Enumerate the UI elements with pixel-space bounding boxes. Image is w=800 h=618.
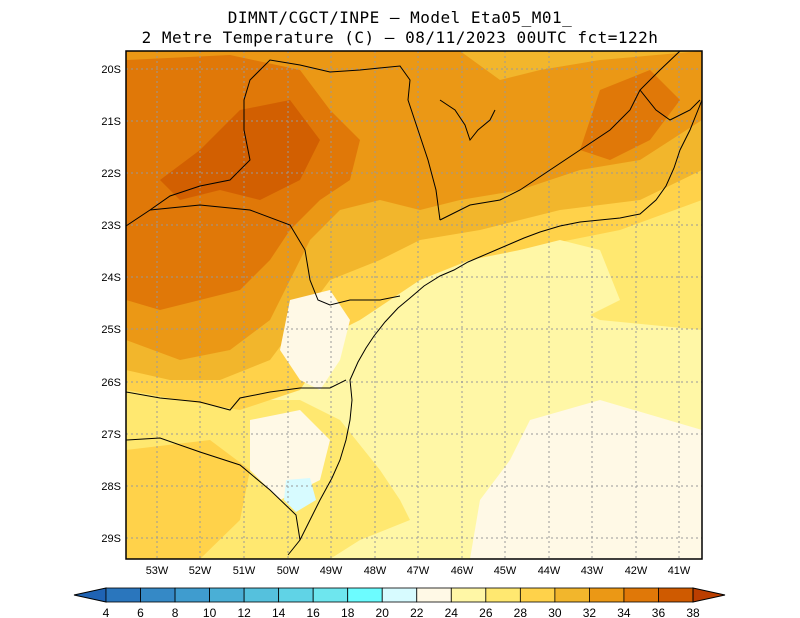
colorbar-label: 32 xyxy=(583,606,597,618)
colorbar-swatch xyxy=(450,587,487,603)
colorbar-swatch xyxy=(105,587,141,603)
field-hot-36 xyxy=(160,100,320,200)
colorbar-label: 18 xyxy=(341,606,355,618)
lat-label: 22S xyxy=(101,168,121,180)
colorbar-swatch xyxy=(519,587,556,603)
lon-label: 46W xyxy=(451,565,474,577)
colorbar-swatch xyxy=(416,587,452,603)
colorbar-swatch xyxy=(174,587,210,603)
lon-label: 48W xyxy=(364,565,387,577)
colorbar-swatch xyxy=(278,587,314,603)
colorbar-label: 36 xyxy=(652,606,666,618)
lon-label: 44W xyxy=(538,565,561,577)
grid xyxy=(126,51,702,559)
lat-label: 21S xyxy=(101,116,121,128)
lon-label: 47W xyxy=(407,565,430,577)
lat-label: 29S xyxy=(101,533,121,545)
lon-labels: 53W 52W 51W 50W 49W 48W 47W 46W 45W 44W … xyxy=(146,565,691,577)
colorbar-swatch xyxy=(658,587,694,603)
colorbar-label: 24 xyxy=(445,606,459,618)
colorbar-label: 8 xyxy=(172,606,179,618)
map-title-line2: 2 Metre Temperature (C) – 08/11/2023 00U… xyxy=(141,28,659,47)
colorbar-arrow-low xyxy=(73,587,107,603)
lat-label: 20S xyxy=(101,64,121,76)
colorbar-label: 38 xyxy=(686,606,700,618)
colorbar-label: 4 xyxy=(103,606,110,618)
lat-label: 24S xyxy=(101,272,121,284)
field-ocean-cool xyxy=(470,400,702,559)
colorbar: 4 6 8 10 12 14 16 18 20 22 24 26 28 30 32 34 36 38 xyxy=(73,587,726,618)
lon-label: 43W xyxy=(581,565,604,577)
map-frame xyxy=(125,50,703,560)
colorbar-arrow-high xyxy=(692,587,726,603)
lon-label: 51W xyxy=(233,565,256,577)
colorbar-label: 26 xyxy=(479,606,493,618)
temperature-field xyxy=(126,51,702,559)
border-mg-rj xyxy=(439,51,681,221)
lat-labels: 20S 21S 22S 23S 24S 25S 26S 27S 28S 29S xyxy=(101,64,121,545)
colorbar-label: 22 xyxy=(410,606,424,618)
lat-label: 27S xyxy=(101,429,121,441)
coastline-borders xyxy=(126,51,702,556)
colorbar-label: 6 xyxy=(137,606,144,618)
lon-label: 53W xyxy=(146,565,169,577)
lat-label: 23S xyxy=(101,220,121,232)
border-sc xyxy=(126,379,347,411)
border-rs xyxy=(126,437,301,541)
map-title-line1: DIMNT/CGCT/INPE – Model Eta05_M01_ xyxy=(227,8,573,27)
field-south-28 xyxy=(126,440,250,559)
lon-label: 42W xyxy=(625,565,648,577)
field-highland-cool-south xyxy=(250,410,330,500)
colorbar-swatch xyxy=(589,587,625,603)
field-highland-cool xyxy=(280,290,350,390)
colorbar-label: 14 xyxy=(272,606,286,618)
colorbar-label: 34 xyxy=(617,606,631,618)
field-coast-24 xyxy=(360,240,620,460)
coastline xyxy=(287,99,702,556)
colorbar-label: 30 xyxy=(548,606,562,618)
colorbar-swatch xyxy=(243,587,280,603)
colorbar-label: 16 xyxy=(306,606,320,618)
border-mg-es xyxy=(639,89,701,121)
colorbar-swatch xyxy=(554,587,590,603)
river-lakes xyxy=(439,99,496,142)
field-hot-34-east xyxy=(580,70,680,160)
border-pr xyxy=(149,204,401,306)
colorbar-swatch xyxy=(209,587,245,603)
lon-label: 41W xyxy=(668,565,691,577)
colorbar-label: 10 xyxy=(203,606,217,618)
lat-label: 26S xyxy=(101,377,121,389)
lon-label: 45W xyxy=(494,565,517,577)
lat-label: 28S xyxy=(101,481,121,493)
colorbar-swatch xyxy=(623,587,659,603)
colorbar-swatch xyxy=(347,587,383,603)
colorbar-swatch xyxy=(312,587,349,603)
lon-label: 50W xyxy=(277,565,300,577)
lon-label: 49W xyxy=(320,565,343,577)
colorbar-label: 20 xyxy=(376,606,390,618)
lon-label: 52W xyxy=(189,565,212,577)
border-ms-sp xyxy=(126,59,441,227)
lat-label: 25S xyxy=(101,324,121,336)
colorbar-swatch xyxy=(381,587,418,603)
colorbar-swatch xyxy=(140,587,176,603)
colorbar-label: 12 xyxy=(237,606,251,618)
colorbar-label: 28 xyxy=(514,606,528,618)
colorbar-swatch xyxy=(485,587,521,603)
